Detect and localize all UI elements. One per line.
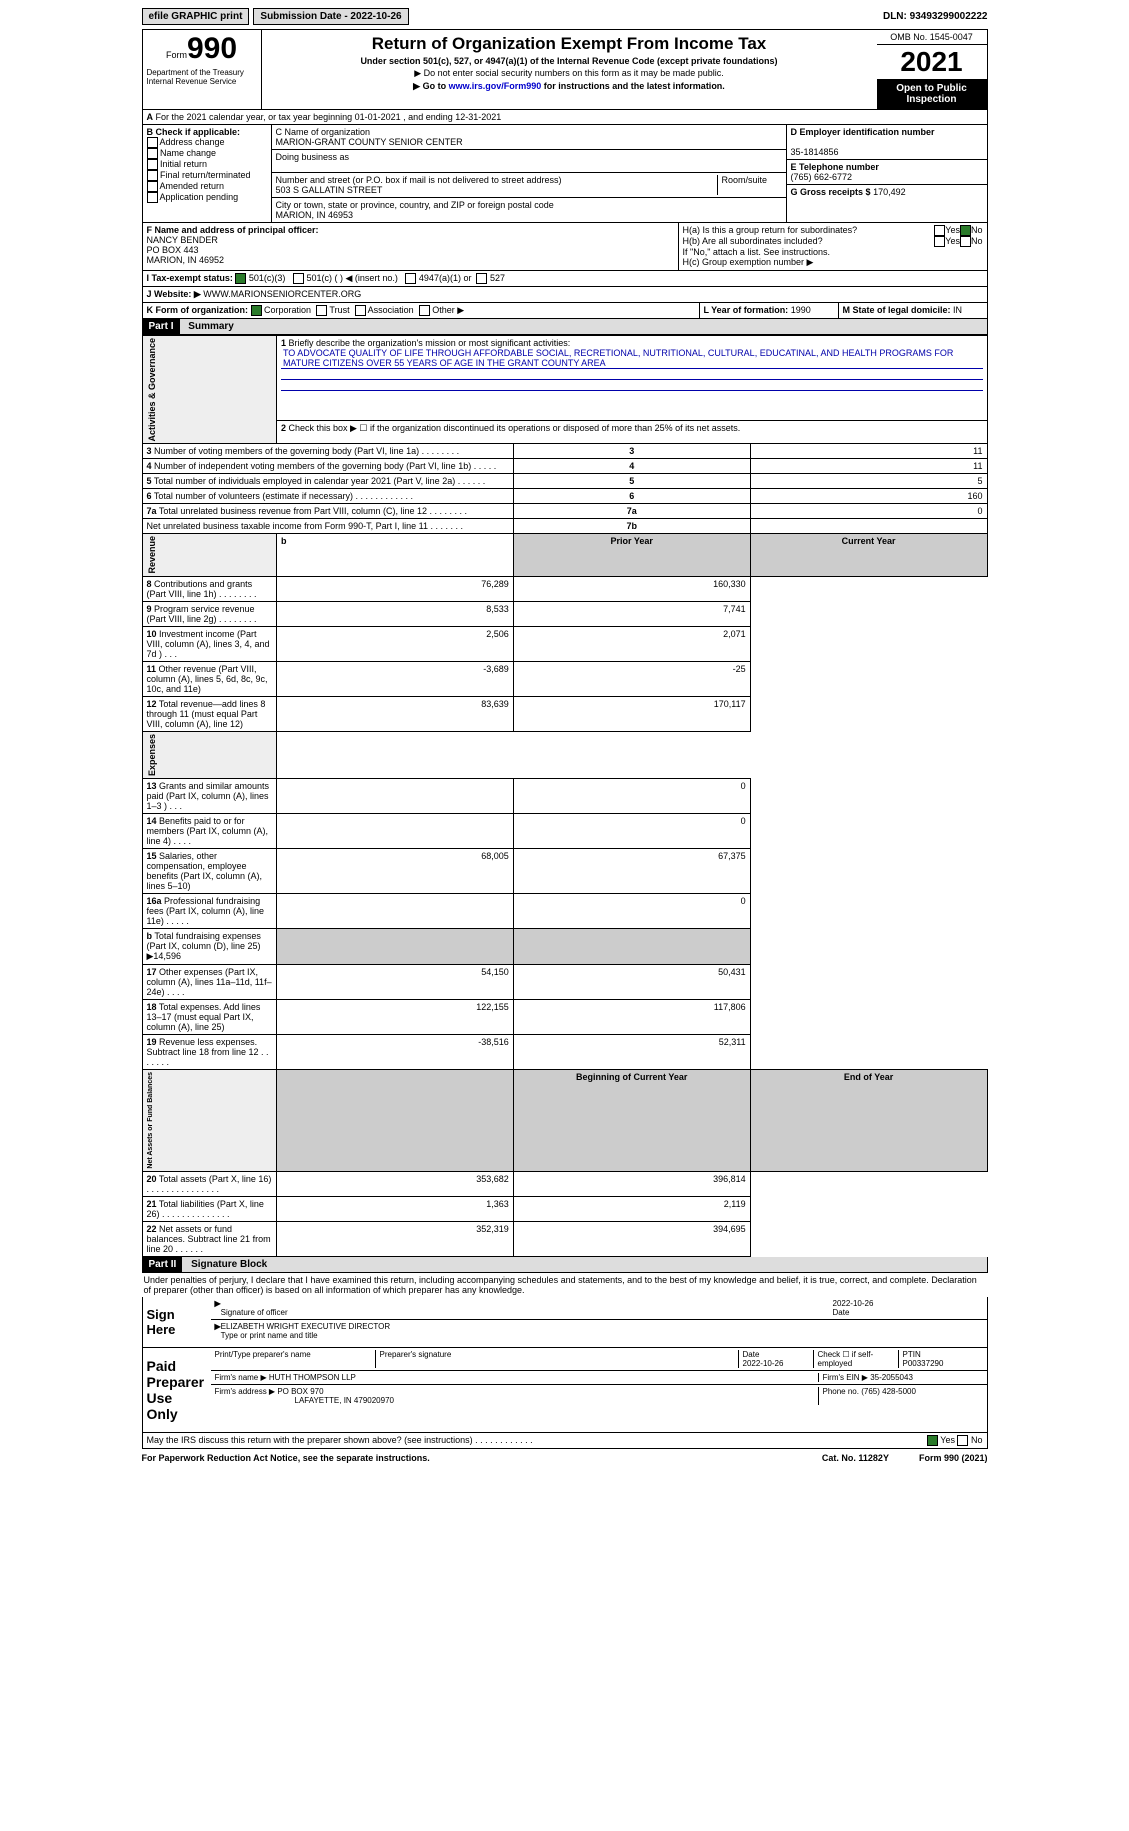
subtitle: Under section 501(c), 527, or 4947(a)(1)… <box>266 56 873 66</box>
form-title: Return of Organization Exempt From Incom… <box>266 34 873 54</box>
sign-here-block: Sign Here ▶Signature of officer2022-10-2… <box>142 1297 988 1348</box>
box-l: L Year of formation: 1990 <box>700 303 839 318</box>
submission-date-button[interactable]: Submission Date - 2022-10-26 <box>253 8 408 25</box>
box-deg: D Employer identification number35-18148… <box>787 125 987 222</box>
box-h: H(a) Is this a group return for subordin… <box>679 223 987 270</box>
penalties-text: Under penalties of perjury, I declare th… <box>142 1273 988 1297</box>
topbar: efile GRAPHIC print Submission Date - 20… <box>142 8 988 25</box>
tax-year: 2021 <box>877 45 987 79</box>
box-b: B Check if applicable: Address change Na… <box>143 125 272 222</box>
section-a: A For the 2021 calendar year, or tax yea… <box>142 110 988 125</box>
box-m: M State of legal domicile: IN <box>839 303 987 318</box>
note-url: ▶ Go to www.irs.gov/Form990 for instruct… <box>266 81 873 92</box>
open-public: Open to Public Inspection <box>877 79 987 109</box>
form-label: Form <box>166 50 187 60</box>
dln-label: DLN: 93493299002222 <box>883 11 988 22</box>
box-j: J Website: ▶ WWW.MARIONSENIORCENTER.ORG <box>143 287 987 302</box>
irs-link[interactable]: www.irs.gov/Form990 <box>449 81 542 91</box>
page-footer: For Paperwork Reduction Act Notice, see … <box>142 1453 988 1463</box>
may-discuss: May the IRS discuss this return with the… <box>142 1433 988 1449</box>
efile-button[interactable]: efile GRAPHIC print <box>142 8 250 25</box>
dept-label: Department of the Treasury Internal Reve… <box>147 68 257 86</box>
form-number: 990 <box>187 32 237 65</box>
summary-table: Activities & Governance 1 Briefly descri… <box>142 335 988 1257</box>
note-ssn: ▶ Do not enter social security numbers o… <box>266 68 873 79</box>
box-i: I Tax-exempt status: 501(c)(3) 501(c) ( … <box>143 271 987 286</box>
part2-header: Part II Signature Block <box>142 1257 988 1273</box>
box-k: K Form of organization: Corporation Trus… <box>143 303 700 318</box>
box-f: F Name and address of principal officer:… <box>143 223 679 270</box>
part1-header: Part I Summary <box>142 319 988 335</box>
form-header: Form990 Department of the Treasury Inter… <box>142 29 988 110</box>
box-c: C Name of organizationMARION-GRANT COUNT… <box>272 125 787 222</box>
omb-number: OMB No. 1545-0047 <box>877 30 987 45</box>
preparer-block: Paid Preparer Use Only Print/Type prepar… <box>142 1348 988 1433</box>
